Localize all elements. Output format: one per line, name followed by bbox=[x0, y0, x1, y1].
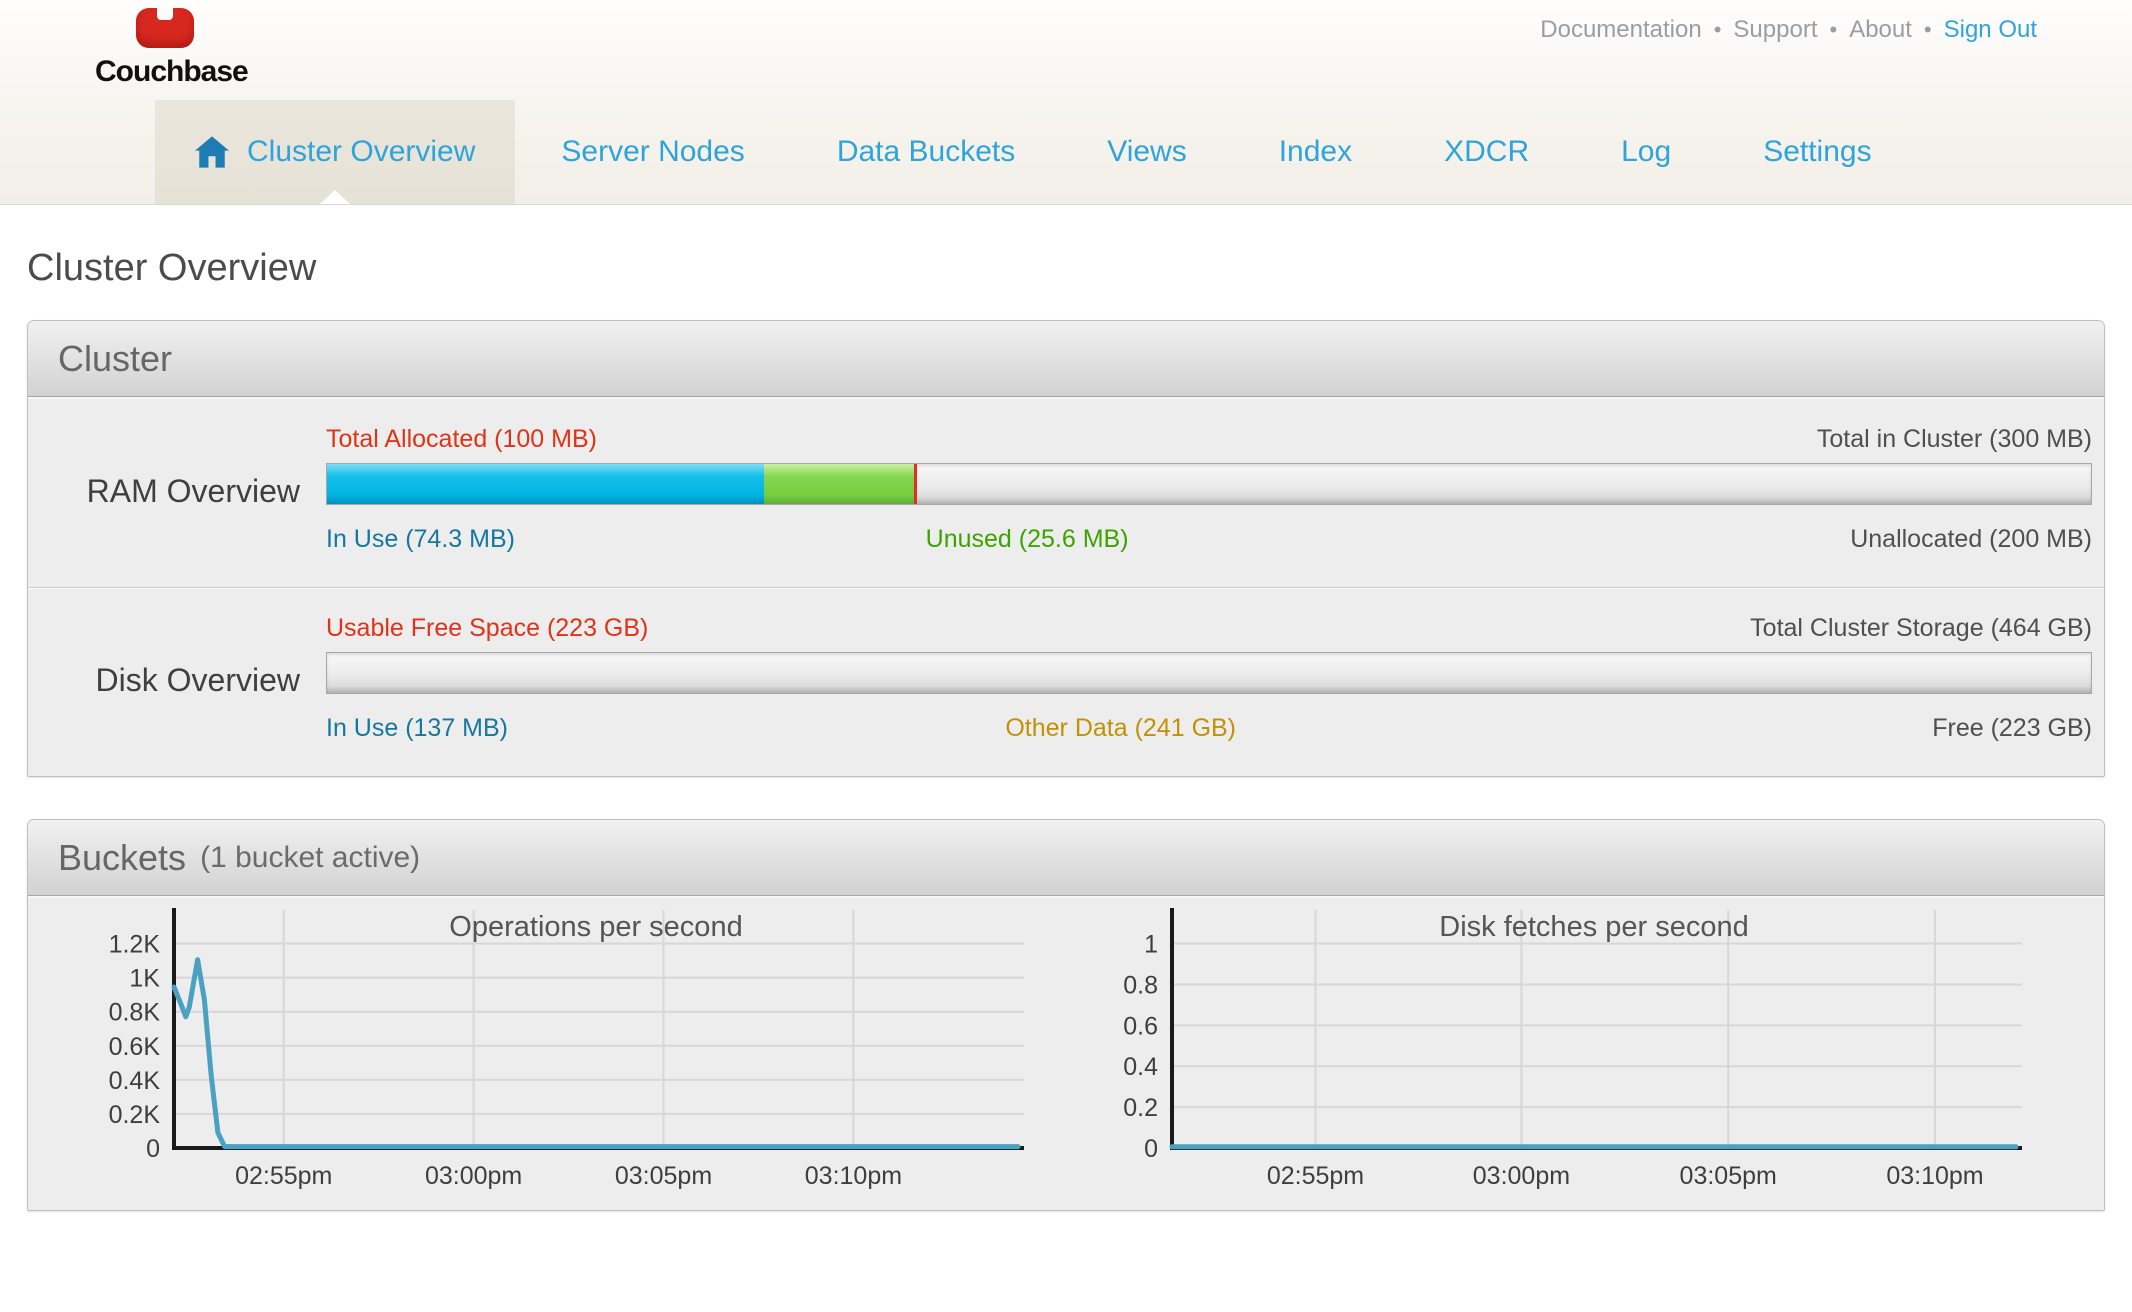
svg-text:0.8K: 0.8K bbox=[109, 999, 161, 1027]
ram-top-labels: Total Allocated (100 MB) Total in Cluste… bbox=[326, 425, 2092, 457]
disk-bar-area: Usable Free Space (223 GB) Total Cluster… bbox=[326, 614, 2092, 746]
operations-per-second-chart: 0 0.2K 0.4K 0.6K 0.8K 1K 1.2K 02:55pm 03:00pm 03:… bbox=[88, 906, 1086, 1206]
tab-log[interactable]: Log bbox=[1575, 100, 1717, 204]
svg-text:0.6K: 0.6K bbox=[109, 1033, 161, 1061]
disk-usage-bar bbox=[326, 652, 2092, 694]
svg-text:0.2K: 0.2K bbox=[109, 1101, 161, 1129]
tab-label: Log bbox=[1621, 135, 1672, 168]
svg-text:03:00pm: 03:00pm bbox=[425, 1162, 522, 1190]
tab-label: Cluster Overview bbox=[247, 135, 476, 168]
disk-other-data-label: Other Data (241 GB) bbox=[1005, 714, 1237, 742]
disk-bottom-labels: In Use (137 MB) Other Data (241 GB) Free… bbox=[326, 714, 2092, 746]
ram-unallocated-label: Unallocated (200 MB) bbox=[1850, 525, 2092, 553]
svg-text:0.4K: 0.4K bbox=[109, 1067, 161, 1095]
tab-label: Settings bbox=[1763, 135, 1872, 168]
link-separator: • bbox=[1713, 17, 1722, 42]
home-icon bbox=[195, 136, 229, 168]
tab-xdcr[interactable]: XDCR bbox=[1398, 100, 1575, 204]
svg-text:0.4: 0.4 bbox=[1123, 1053, 1158, 1081]
ram-total-allocated-label: Total Allocated (100 MB) bbox=[326, 425, 597, 453]
link-support[interactable]: Support bbox=[1733, 16, 1818, 43]
buckets-panel-body: 0 0.2K 0.4K 0.6K 0.8K 1K 1.2K 02:55pm 03:00pm 03:… bbox=[28, 896, 2104, 1210]
cluster-panel-header: Cluster bbox=[28, 321, 2104, 397]
tab-server-nodes[interactable]: Server Nodes bbox=[515, 100, 790, 204]
tab-data-buckets[interactable]: Data Buckets bbox=[791, 100, 1061, 204]
tab-label: XDCR bbox=[1444, 135, 1530, 168]
chart-svg: 0 0.2 0.4 0.6 0.8 1 02:55pm 03:00pm 03:05pm 03:10… bbox=[1123, 908, 2022, 1190]
buckets-panel-header: Buckets (1 bucket active) bbox=[28, 820, 2104, 896]
svg-text:03:05pm: 03:05pm bbox=[1680, 1162, 1777, 1190]
tab-label: Index bbox=[1278, 135, 1353, 168]
ram-overview-label: RAM Overview bbox=[86, 472, 300, 509]
svg-text:02:55pm: 02:55pm bbox=[235, 1162, 332, 1190]
svg-text:1K: 1K bbox=[129, 965, 160, 993]
tab-settings[interactable]: Settings bbox=[1717, 100, 1917, 204]
svg-text:03:05pm: 03:05pm bbox=[615, 1162, 712, 1190]
disk-free-label: Free (223 GB) bbox=[1932, 714, 2092, 742]
ram-overview-row: RAM Overview Total Allocated (100 MB) To… bbox=[28, 399, 2104, 587]
svg-text:0.8: 0.8 bbox=[1123, 971, 1158, 999]
disk-used-segment bbox=[327, 653, 1243, 693]
link-separator: • bbox=[1829, 17, 1838, 42]
ram-in-use-segment bbox=[327, 464, 765, 504]
svg-text:0.6: 0.6 bbox=[1123, 1012, 1158, 1040]
link-separator: • bbox=[1923, 17, 1932, 42]
ram-unused-label: Unused (25.6 MB) bbox=[925, 525, 1129, 553]
ram-bottom-labels: In Use (74.3 MB) Unused (25.6 MB) Unallo… bbox=[326, 525, 2092, 557]
link-sign-out[interactable]: Sign Out bbox=[1943, 16, 2037, 43]
svg-text:03:10pm: 03:10pm bbox=[805, 1162, 902, 1190]
ram-usage-bar bbox=[326, 463, 2092, 505]
svg-text:03:10pm: 03:10pm bbox=[1886, 1162, 1983, 1190]
cluster-panel: Cluster RAM Overview Total Allocated (10… bbox=[27, 320, 2105, 777]
ram-unused-segment bbox=[764, 464, 915, 504]
couchbase-logo: Couchbase bbox=[95, 8, 249, 89]
svg-text:Disk fetches per second: Disk fetches per second bbox=[1439, 911, 1748, 943]
main-content: Cluster Overview Cluster RAM Overview To… bbox=[0, 205, 2132, 1211]
buckets-panel: Buckets (1 bucket active) 0 0.2K 0.4K 0.6K 0… bbox=[27, 819, 2105, 1211]
ram-allocated-marker bbox=[914, 464, 918, 504]
disk-total-storage-label: Total Cluster Storage (464 GB) bbox=[1750, 614, 2092, 642]
svg-text:0: 0 bbox=[146, 1135, 160, 1163]
chart-svg: 0 0.2K 0.4K 0.6K 0.8K 1K 1.2K 02:55pm 03:00pm 03:… bbox=[109, 908, 1024, 1190]
svg-text:1: 1 bbox=[1144, 931, 1158, 959]
disk-usable-free-space-label: Usable Free Space (223 GB) bbox=[326, 614, 649, 642]
tab-cluster-overview[interactable]: Cluster Overview bbox=[155, 100, 516, 204]
tab-index[interactable]: Index bbox=[1233, 100, 1398, 204]
couchbase-couch-icon bbox=[136, 8, 194, 48]
svg-text:1.2K: 1.2K bbox=[109, 931, 161, 959]
ram-total-in-cluster-label: Total in Cluster (300 MB) bbox=[1816, 425, 2092, 453]
link-about[interactable]: About bbox=[1849, 16, 1912, 43]
link-documentation[interactable]: Documentation bbox=[1540, 16, 1702, 43]
active-tab-notch bbox=[320, 190, 351, 204]
disk-overview-row: Disk Overview Usable Free Space (223 GB)… bbox=[28, 587, 2104, 776]
disk-fetches-per-second-chart: 0 0.2 0.4 0.6 0.8 1 02:55pm 03:00pm 03:05pm 03:10… bbox=[1086, 906, 2084, 1206]
svg-text:0: 0 bbox=[1144, 1135, 1158, 1163]
tab-label: Views bbox=[1107, 135, 1187, 168]
ram-bar-area: Total Allocated (100 MB) Total in Cluste… bbox=[326, 425, 2092, 557]
tab-label: Data Buckets bbox=[836, 135, 1016, 168]
ram-in-use-label: In Use (74.3 MB) bbox=[326, 525, 515, 553]
tab-label: Server Nodes bbox=[561, 135, 745, 168]
disk-overview-label: Disk Overview bbox=[95, 661, 300, 698]
svg-text:03:00pm: 03:00pm bbox=[1473, 1162, 1570, 1190]
top-header: Couchbase Documentation • Support • About • Si… bbox=[0, 0, 2132, 100]
page-title: Cluster Overview bbox=[27, 247, 317, 289]
disk-top-labels: Usable Free Space (223 GB) Total Cluster… bbox=[326, 614, 2092, 646]
buckets-panel-subtitle: (1 bucket active) bbox=[200, 840, 421, 874]
tab-views[interactable]: Views bbox=[1061, 100, 1232, 204]
cluster-panel-title: Cluster bbox=[58, 337, 173, 379]
cluster-panel-body: RAM Overview Total Allocated (100 MB) To… bbox=[28, 397, 2104, 776]
main-nav: Cluster Overview Server Nodes Data Bucke… bbox=[0, 100, 2132, 205]
header-links: Documentation • Support • About • Sign Out bbox=[1540, 16, 2037, 44]
svg-text:Operations per second: Operations per second bbox=[449, 911, 742, 943]
buckets-panel-title: Buckets bbox=[58, 836, 187, 878]
svg-text:0.2: 0.2 bbox=[1123, 1094, 1158, 1122]
disk-in-use-label: In Use (137 MB) bbox=[326, 714, 509, 742]
svg-text:02:55pm: 02:55pm bbox=[1267, 1162, 1364, 1190]
logo-text: Couchbase bbox=[95, 55, 249, 88]
